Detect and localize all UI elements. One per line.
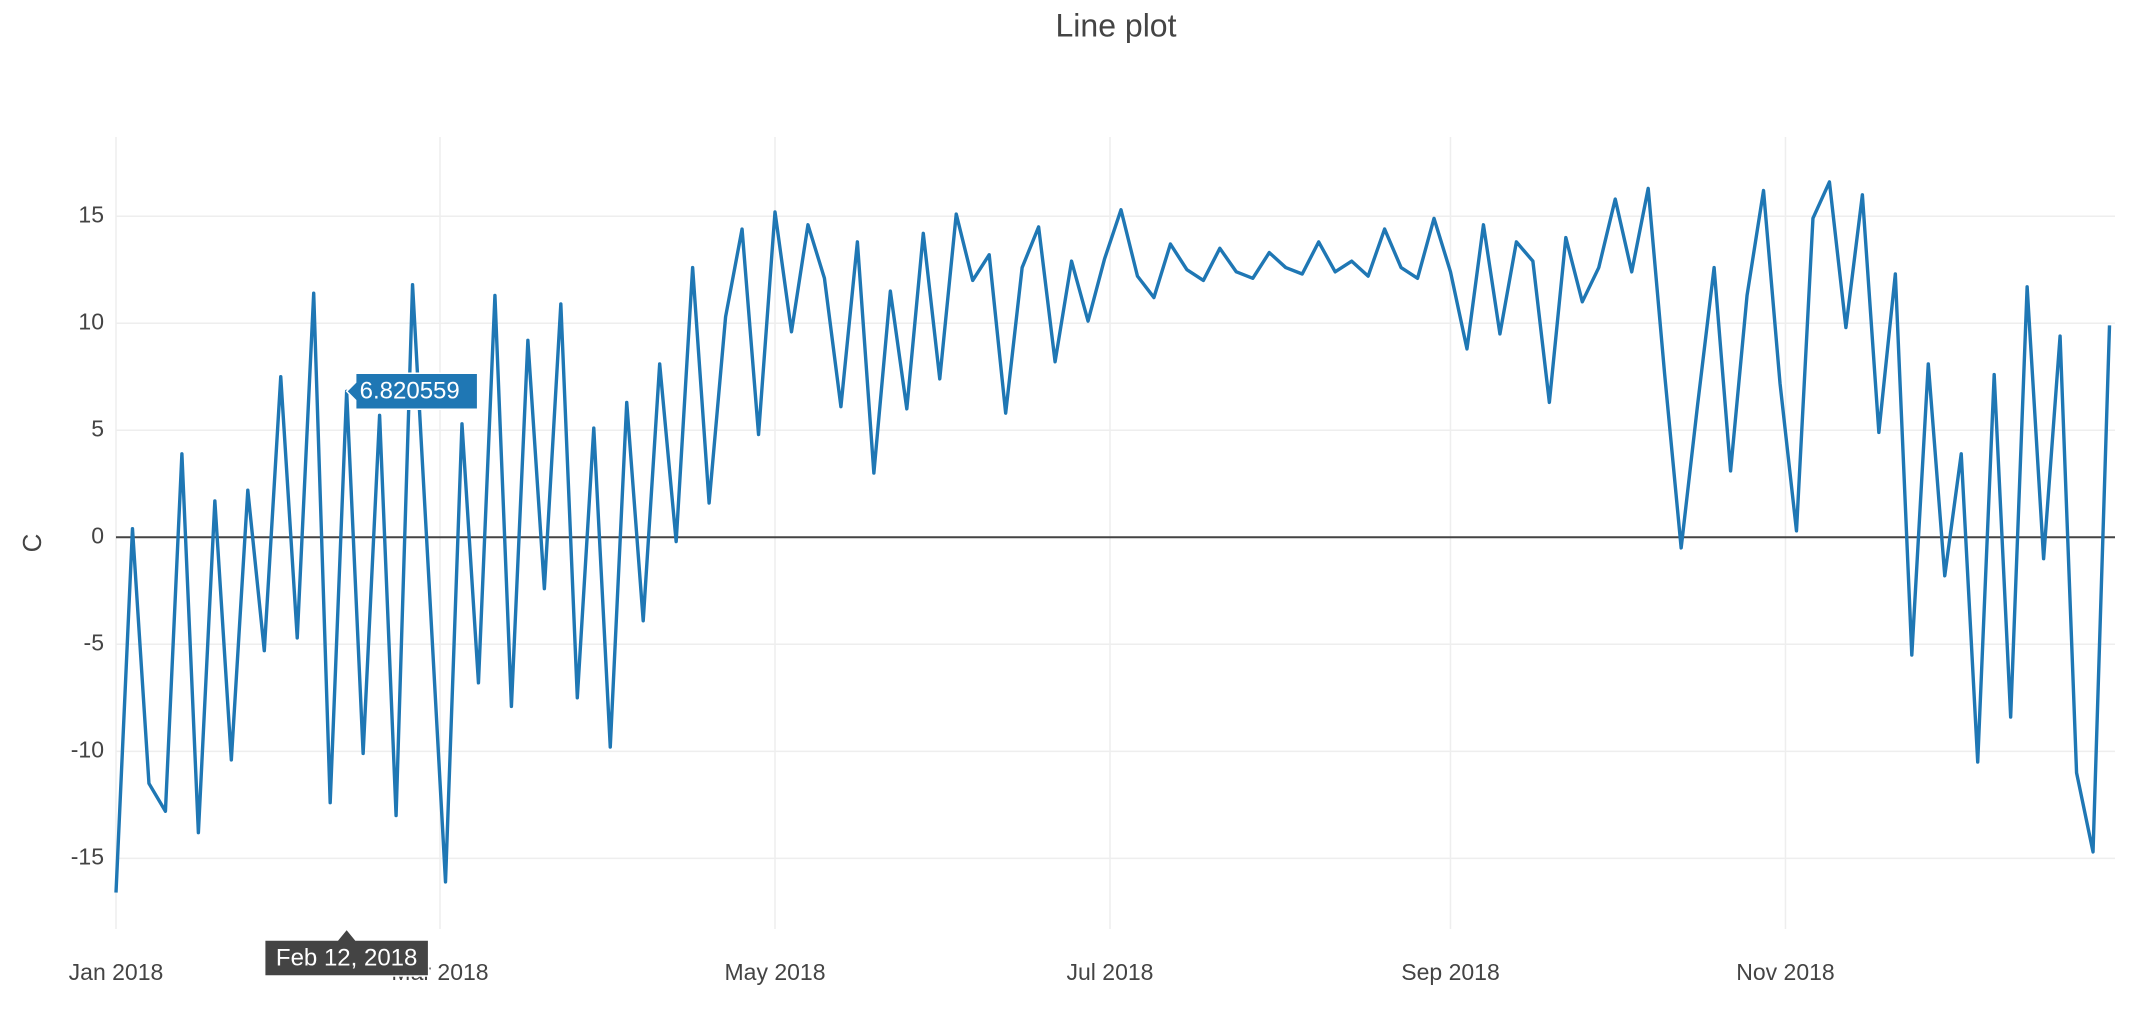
hover-value-text: 6.820559 (360, 378, 460, 405)
x-tick-label: Nov 2018 (1736, 959, 1834, 985)
y-tick-label: 15 (78, 201, 104, 227)
y-tick-label: -15 (71, 843, 104, 869)
hover-date-text: Feb 12, 2018 (276, 944, 417, 971)
chart-title: Line plot (1056, 7, 1177, 43)
hover-value: 6.820559 (345, 372, 479, 411)
y-tick-label: -10 (71, 736, 104, 762)
data-line (114, 180, 2112, 893)
x-tick-label: Sep 2018 (1401, 959, 1499, 985)
hover-value-box (345, 372, 479, 411)
y-tick-label: 0 (91, 522, 104, 548)
y-tick-label: 10 (78, 308, 104, 334)
hover-date-box (263, 927, 430, 977)
x-tick-label: May 2018 (725, 959, 826, 985)
y-tick-label: -5 (84, 629, 104, 655)
hover-date: Feb 12, 2018 (263, 927, 430, 977)
y-axis-label: C (17, 534, 47, 553)
x-tick-label: Jan 2018 (69, 959, 164, 985)
x-tick-label: Jul 2018 (1067, 959, 1154, 985)
y-tick-label: 5 (91, 415, 104, 441)
